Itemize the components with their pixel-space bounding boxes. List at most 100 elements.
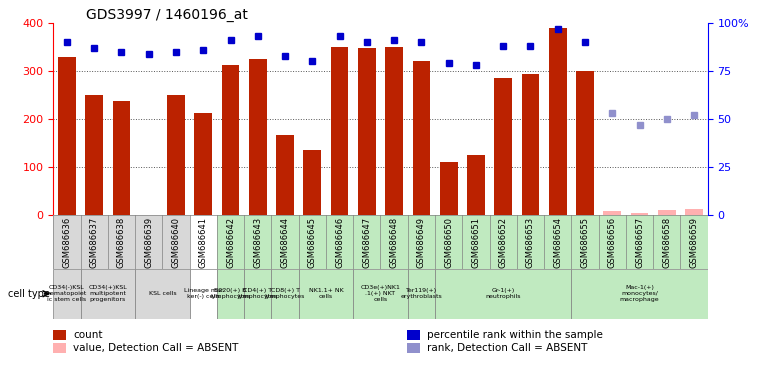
Bar <box>217 269 244 319</box>
Bar <box>599 215 626 269</box>
Bar <box>544 215 572 269</box>
Bar <box>435 215 572 269</box>
Bar <box>489 215 517 269</box>
Bar <box>572 215 708 269</box>
Bar <box>626 215 653 269</box>
Bar <box>272 215 298 269</box>
Bar <box>549 28 567 215</box>
Text: CD4(+) T
lymphocytes: CD4(+) T lymphocytes <box>237 288 278 299</box>
Bar <box>440 162 457 215</box>
Bar <box>385 47 403 215</box>
Text: count: count <box>73 330 103 340</box>
Text: GSM686641: GSM686641 <box>199 217 208 268</box>
Bar <box>658 210 676 215</box>
Bar <box>298 215 326 269</box>
Text: GSM686644: GSM686644 <box>281 217 289 268</box>
Text: percentile rank within the sample: percentile rank within the sample <box>427 330 603 340</box>
Bar <box>194 113 212 215</box>
Bar <box>189 215 217 269</box>
Bar <box>521 74 540 215</box>
Text: GSM686636: GSM686636 <box>62 217 72 268</box>
Text: CD3e(+)NK1
.1(+) NKT
cells: CD3e(+)NK1 .1(+) NKT cells <box>361 285 400 302</box>
Bar <box>462 215 489 269</box>
Bar <box>167 95 185 215</box>
Bar <box>272 269 298 319</box>
Text: CD8(+) T
lymphocytes: CD8(+) T lymphocytes <box>265 288 305 299</box>
Bar <box>58 56 76 215</box>
Bar <box>603 211 621 215</box>
Text: GSM686654: GSM686654 <box>553 217 562 268</box>
Bar <box>680 215 708 269</box>
Text: GSM686650: GSM686650 <box>444 217 453 268</box>
Text: GSM686649: GSM686649 <box>417 217 426 268</box>
Bar <box>298 215 353 269</box>
Bar <box>217 215 244 269</box>
Bar <box>408 215 435 269</box>
Bar <box>326 215 353 269</box>
Text: Mac-1(+)
monocytes/
macrophage: Mac-1(+) monocytes/ macrophage <box>619 285 659 302</box>
Bar <box>517 215 544 269</box>
Bar <box>244 269 272 319</box>
Bar <box>353 215 408 269</box>
Bar <box>108 215 135 269</box>
Bar <box>653 215 680 269</box>
Bar <box>53 330 66 340</box>
Text: NK1.1+ NK
cells: NK1.1+ NK cells <box>309 288 343 299</box>
Bar <box>576 71 594 215</box>
Bar <box>407 343 420 353</box>
Bar <box>276 135 294 215</box>
Bar <box>412 61 430 215</box>
Bar <box>685 209 703 215</box>
Bar <box>380 215 408 269</box>
Bar <box>298 269 353 319</box>
Bar <box>81 215 108 269</box>
Bar <box>189 215 217 269</box>
Text: GDS3997 / 1460196_at: GDS3997 / 1460196_at <box>86 8 248 22</box>
Text: cell type: cell type <box>8 289 49 299</box>
Bar <box>435 215 462 269</box>
Bar <box>85 95 103 215</box>
Text: GSM686657: GSM686657 <box>635 217 644 268</box>
Text: value, Detection Call = ABSENT: value, Detection Call = ABSENT <box>73 343 238 353</box>
Bar <box>358 48 376 215</box>
Bar <box>244 215 272 269</box>
Bar <box>81 269 135 319</box>
Text: Lineage mar
ker(-) cells: Lineage mar ker(-) cells <box>183 288 223 299</box>
Text: GSM686656: GSM686656 <box>608 217 616 268</box>
Text: GSM686639: GSM686639 <box>145 217 153 268</box>
Bar <box>408 269 435 319</box>
Bar <box>435 269 572 319</box>
Bar <box>407 330 420 340</box>
Text: KSL cells: KSL cells <box>148 291 176 296</box>
Text: GSM686652: GSM686652 <box>498 217 508 268</box>
Text: GSM686638: GSM686638 <box>117 217 126 268</box>
Bar <box>572 269 708 319</box>
Bar <box>53 269 81 319</box>
Bar <box>135 215 189 269</box>
Bar <box>331 47 349 215</box>
Text: GSM686643: GSM686643 <box>253 217 263 268</box>
Text: GSM686640: GSM686640 <box>171 217 180 268</box>
Text: GSM686653: GSM686653 <box>526 217 535 268</box>
Text: GSM686659: GSM686659 <box>689 217 699 268</box>
Bar <box>304 150 321 215</box>
Bar <box>272 215 298 269</box>
Text: B220(+) B
lymphocytes: B220(+) B lymphocytes <box>210 288 250 299</box>
Text: rank, Detection Call = ABSENT: rank, Detection Call = ABSENT <box>427 343 587 353</box>
Bar <box>135 215 162 269</box>
Bar <box>162 215 189 269</box>
Bar <box>81 215 135 269</box>
Bar <box>495 78 512 215</box>
Bar <box>189 269 217 319</box>
Bar <box>408 215 435 269</box>
Bar <box>353 269 408 319</box>
Bar <box>135 269 189 319</box>
Bar <box>572 215 599 269</box>
Bar <box>53 215 81 269</box>
Bar <box>631 213 648 215</box>
Text: CD34(-)KSL
hematopoiet
ic stem cells: CD34(-)KSL hematopoiet ic stem cells <box>46 285 87 302</box>
Bar <box>53 343 66 353</box>
Text: GSM686651: GSM686651 <box>472 217 480 268</box>
Text: Gr-1(+)
neutrophils: Gr-1(+) neutrophils <box>486 288 521 299</box>
Bar <box>249 59 266 215</box>
